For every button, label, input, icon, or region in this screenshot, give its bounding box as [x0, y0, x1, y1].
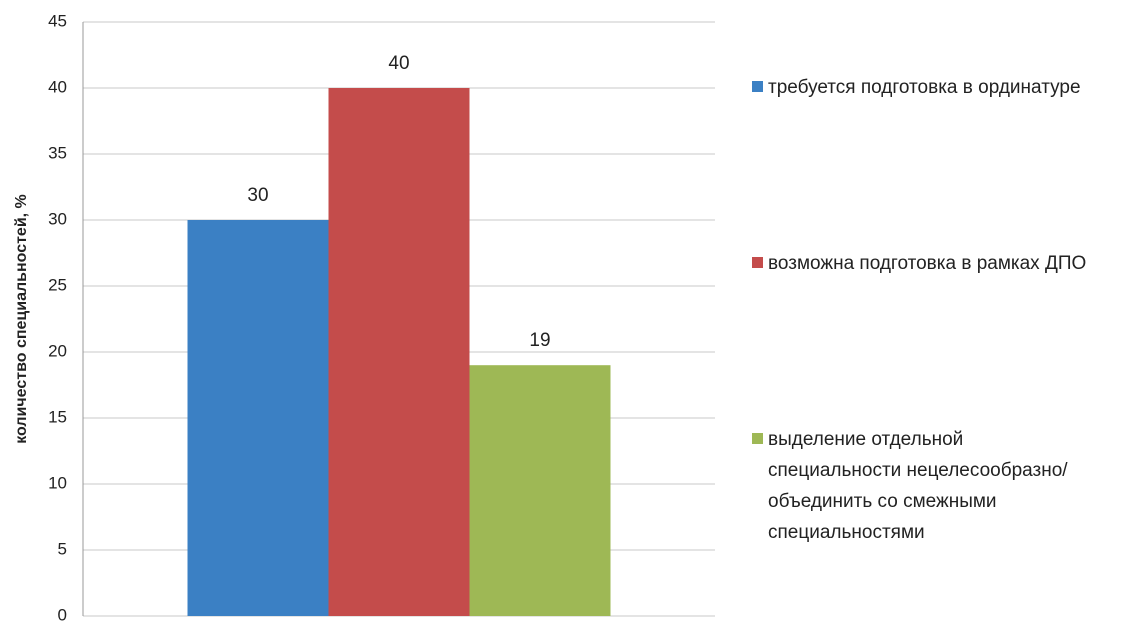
y-tick-label: 10 — [48, 473, 67, 492]
bar — [187, 220, 329, 616]
data-label: 30 — [247, 185, 268, 206]
data-label: 40 — [388, 53, 409, 74]
legend-swatch — [752, 257, 763, 268]
y-tick-label: 20 — [48, 341, 67, 360]
legend-swatch — [752, 81, 763, 92]
bar — [328, 88, 470, 616]
legend-label: требуется подготовка в ординатуре — [768, 77, 1081, 98]
data-label: 19 — [529, 330, 550, 351]
y-tick-label: 15 — [48, 407, 67, 426]
bar — [469, 365, 611, 616]
legend-item: возможна подготовка в рамках ДПО — [752, 248, 1098, 279]
y-tick-label: 35 — [48, 143, 67, 162]
y-tick-label: 30 — [48, 209, 67, 228]
legend-label: возможна подготовка в рамках ДПО — [768, 253, 1087, 274]
y-tick-label: 0 — [58, 605, 67, 623]
legend-item: требуется подготовка в ординатуре — [752, 72, 1098, 103]
y-tick-label: 40 — [48, 77, 67, 96]
y-tick-label: 5 — [58, 539, 67, 558]
legend-item: выделение отдельной специальности нецеле… — [752, 424, 1098, 548]
legend-label: выделение отдельной специальности нецеле… — [768, 429, 1068, 543]
y-tick-label: 45 — [48, 11, 67, 30]
legend-swatch — [752, 433, 763, 444]
y-axis-label: количество специальностей, % — [13, 194, 30, 444]
y-tick-label: 25 — [48, 275, 67, 294]
